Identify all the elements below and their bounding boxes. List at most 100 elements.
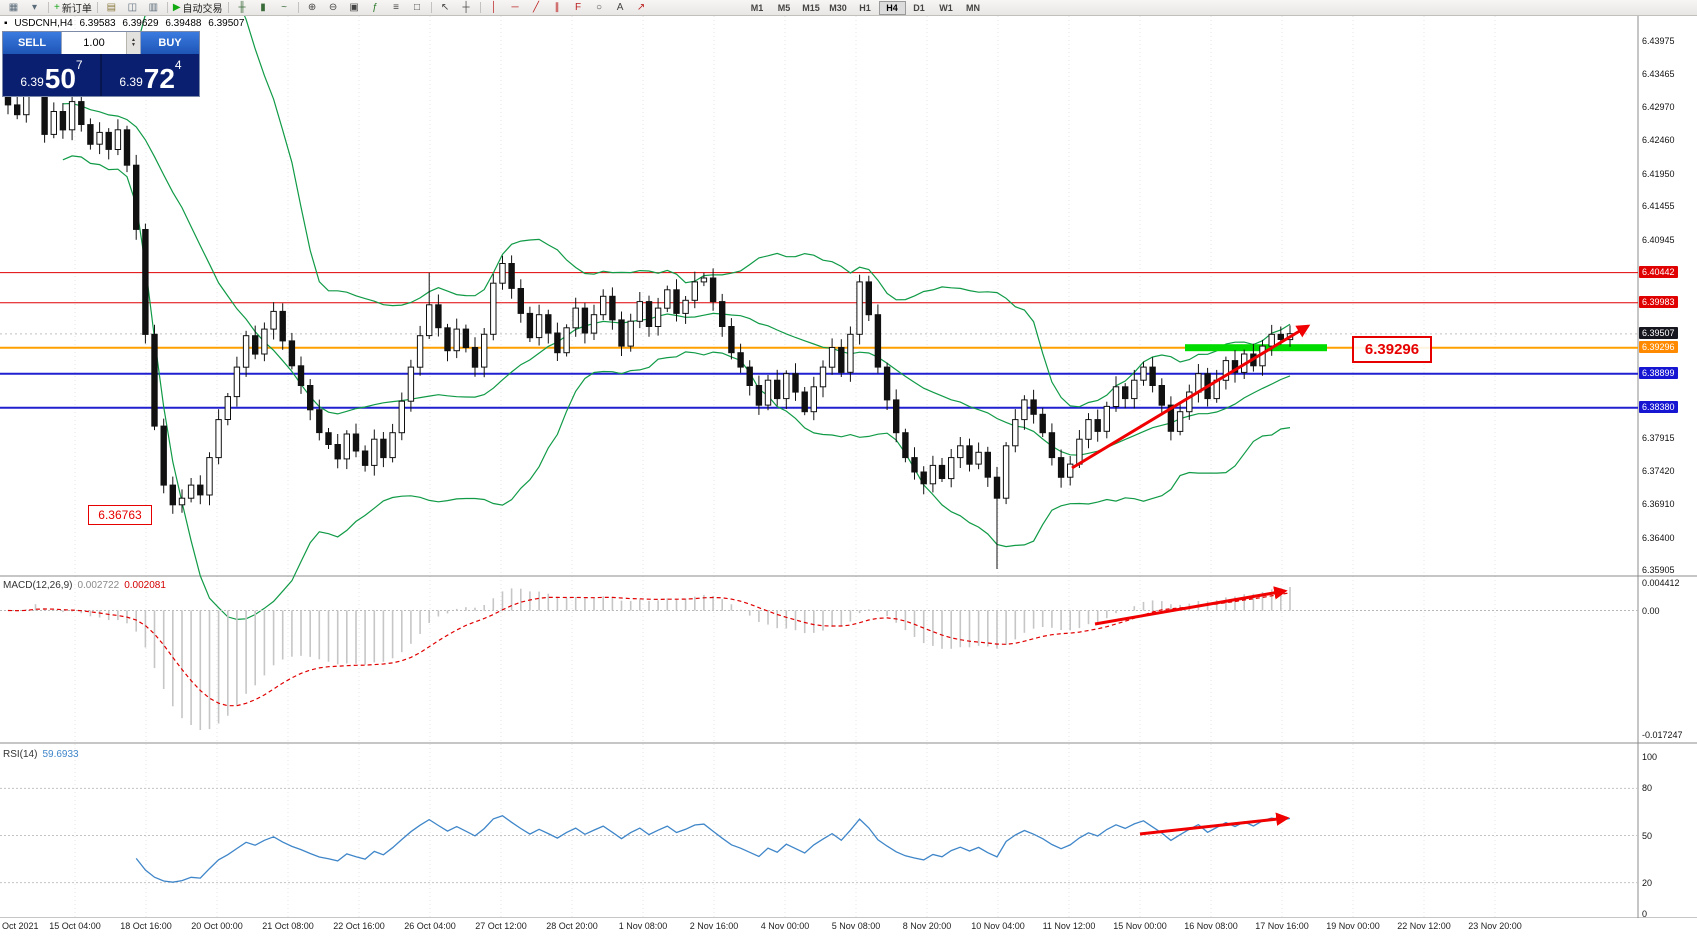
market-watch-icon[interactable]: ◫ <box>122 1 143 15</box>
periods-icon: ≡ <box>393 1 399 13</box>
toolbar-separator <box>96 2 98 13</box>
timeframe-m5[interactable]: M5 <box>777 2 791 13</box>
bar-chart-icon: ╫ <box>238 1 246 13</box>
buy-price-head: 6.39 <box>119 75 143 89</box>
time-axis-label: 26 Oct 04:00 <box>404 921 456 931</box>
price-axis-label: 6.41950 <box>1642 168 1675 179</box>
auto-trading-button: ▶ <box>172 1 181 13</box>
price-tag: 6.40442 <box>1639 265 1678 278</box>
volume-spinner[interactable]: ▲ ▼ <box>126 32 140 54</box>
tile-windows-icon: ▣ <box>349 1 359 13</box>
buy-price-display[interactable]: 6.39 72 4 <box>102 54 199 96</box>
time-axis-label: 22 Oct 16:00 <box>333 921 385 931</box>
price-axis-label: 6.42970 <box>1642 101 1675 112</box>
rsi-axis-label: 0 <box>1642 909 1648 919</box>
top-toolbar: ▦ ▾ + 新订单 ▤ ◫ ▥ ▶ 自动交易 ╫ ▮ ~ ⊕ ⊖ ▣ ƒ ≡ □ ↖ ┼ │ ─ ╱ ∥ F ○ A ↗ M1 M5 M15… <box>0 0 1697 16</box>
bar-chart-icon[interactable]: ╫ <box>232 1 253 15</box>
price-axis-label: 6.36400 <box>1642 532 1675 543</box>
zoom-out-icon[interactable]: ⊖ <box>323 1 344 15</box>
time-axis-label: 23 Nov 20:00 <box>1468 921 1522 931</box>
price-divider <box>100 54 102 96</box>
data-window-icon[interactable]: ▥ <box>143 1 164 15</box>
auto-trading-button[interactable]: ▶ 自动交易 <box>171 1 225 15</box>
channel-icon[interactable]: ∥ <box>547 1 568 15</box>
timeframe-m30[interactable]: M30 <box>829 2 847 13</box>
spinner-down-icon[interactable]: ▼ <box>131 42 136 48</box>
ohlc-close: 6.39507 <box>208 18 245 29</box>
rsi-axis-label: 50 <box>1642 830 1653 841</box>
horizontal-line-icon[interactable]: ─ <box>505 1 526 15</box>
candlestick-chart-icon[interactable]: ▮ <box>253 1 274 15</box>
new-order-button[interactable]: + 新订单 <box>52 1 94 15</box>
time-axis-label: 18 Oct 16:00 <box>120 921 172 931</box>
timeframe-m15[interactable]: M15 <box>802 2 820 13</box>
spinner-up-icon[interactable]: ▲ <box>131 37 136 43</box>
new-order-button-label: 新订单 <box>61 4 92 15</box>
sell-price-display[interactable]: 6.39 50 7 <box>3 54 100 96</box>
buy-button[interactable]: BUY <box>141 32 199 54</box>
timeframe-d1[interactable]: D1 <box>913 2 925 13</box>
macd-main-value: 0.002722 <box>77 580 120 591</box>
periods-icon[interactable]: ≡ <box>386 1 407 15</box>
price-axis-label: 6.40945 <box>1642 234 1675 245</box>
volume-value[interactable]: 1.00 <box>83 37 105 49</box>
price-axis-label: 6.42460 <box>1642 135 1675 146</box>
window-list-icon[interactable]: ▾ <box>24 1 45 15</box>
price-axis: 6.43975 6.43465 6.42970 6.42460 6.41950 6.414… <box>1638 0 1697 937</box>
time-axis-label: 19 Nov 00:00 <box>1326 921 1380 931</box>
text-icon[interactable]: A <box>610 1 631 15</box>
vertical-line-icon[interactable]: │ <box>484 1 505 15</box>
new-chart-icon[interactable]: ▦ <box>3 1 24 15</box>
time-axis-label: 15 Oct 04:00 <box>49 921 101 931</box>
time-axis-label: 5 Nov 08:00 <box>831 921 881 931</box>
macd-axis-label: 0.00 <box>1642 605 1660 616</box>
fibonacci-icon[interactable]: F <box>568 1 589 15</box>
crosshair-icon[interactable]: ┼ <box>456 1 477 15</box>
zoom-in-icon[interactable]: ⊕ <box>302 1 323 15</box>
toolbar-separator <box>48 2 49 13</box>
time-axis-label: 10 Nov 04:00 <box>971 921 1025 931</box>
arrow-tool-icon[interactable]: ↗ <box>631 1 652 15</box>
price-tag: 6.38899 <box>1639 366 1678 379</box>
line-chart-icon[interactable]: ~ <box>274 1 295 15</box>
cursor-icon[interactable]: ↖ <box>435 1 456 15</box>
rsi-axis-label: 20 <box>1642 877 1653 888</box>
timeframe-h1[interactable]: H1 <box>859 2 871 13</box>
templates-icon: □ <box>414 1 421 13</box>
shapes-icon[interactable]: ○ <box>589 1 610 15</box>
price-tag: 6.39507 <box>1639 326 1678 339</box>
timeframe-h4[interactable]: H4 <box>878 0 906 15</box>
swing-low-price-label[interactable]: 6.36763 <box>88 505 152 525</box>
macd-axis-label: -0.017247 <box>1642 730 1683 740</box>
price-axis-label: 6.36910 <box>1642 499 1675 510</box>
toolbar-separator <box>297 2 299 13</box>
time-axis-label: 11 Nov 12:00 <box>1042 921 1096 931</box>
resistance-price-label[interactable]: 6.39296 <box>1352 336 1432 363</box>
channel-icon: ∥ <box>554 1 560 13</box>
trendline-icon[interactable]: ╱ <box>526 1 547 15</box>
timeframe-w1[interactable]: W1 <box>939 2 953 13</box>
tile-windows-icon[interactable]: ▣ <box>344 1 365 15</box>
time-axis-label: 27 Oct 12:00 <box>475 921 527 931</box>
indicators-icon[interactable]: ƒ <box>365 1 386 15</box>
time-axis: Oct 2021 15 Oct 04:00 18 Oct 16:00 20 Oct 0… <box>0 918 1697 937</box>
timeframe-m1[interactable]: M1 <box>750 2 764 13</box>
chart-bullet-icon: ▪ <box>4 18 8 29</box>
timeframe-mn[interactable]: MN <box>966 2 981 13</box>
chart-profile-icon[interactable]: ▤ <box>101 1 122 15</box>
rsi-axis-label: 80 <box>1642 783 1653 794</box>
time-axis-label: 1 Nov 08:00 <box>618 921 668 931</box>
buy-price-sup: 4 <box>174 58 182 72</box>
sell-button[interactable]: SELL <box>3 32 61 54</box>
vertical-line-icon: │ <box>490 1 498 13</box>
time-axis-label: 22 Nov 12:00 <box>1397 921 1451 931</box>
rsi-label-row: RSI(14) 59.6933 <box>3 749 79 760</box>
price-tag: 6.38380 <box>1639 400 1678 413</box>
time-axis-label: 28 Oct 20:00 <box>546 921 598 931</box>
templates-icon[interactable]: □ <box>407 1 428 15</box>
arrow-tool-icon: ↗ <box>636 1 646 13</box>
price-axis-label: 6.43465 <box>1642 69 1675 80</box>
volume-field[interactable]: 1.00 ▲ ▼ <box>61 32 141 54</box>
